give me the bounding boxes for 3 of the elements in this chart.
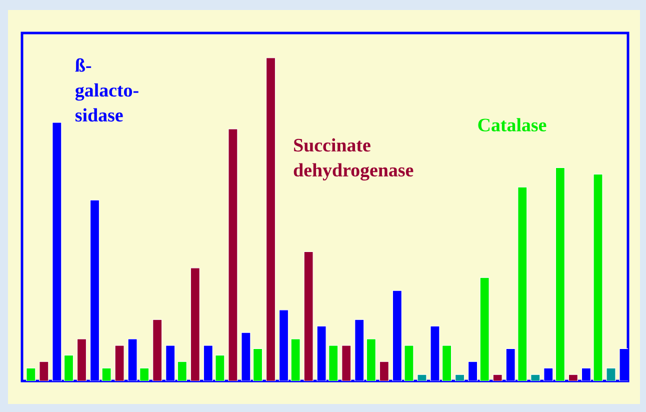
series-label: Catalase bbox=[478, 118, 546, 132]
series-label: Succinate dehydrogenase bbox=[294, 138, 414, 181]
series-label: ß-galacto-sidase bbox=[75, 58, 138, 122]
